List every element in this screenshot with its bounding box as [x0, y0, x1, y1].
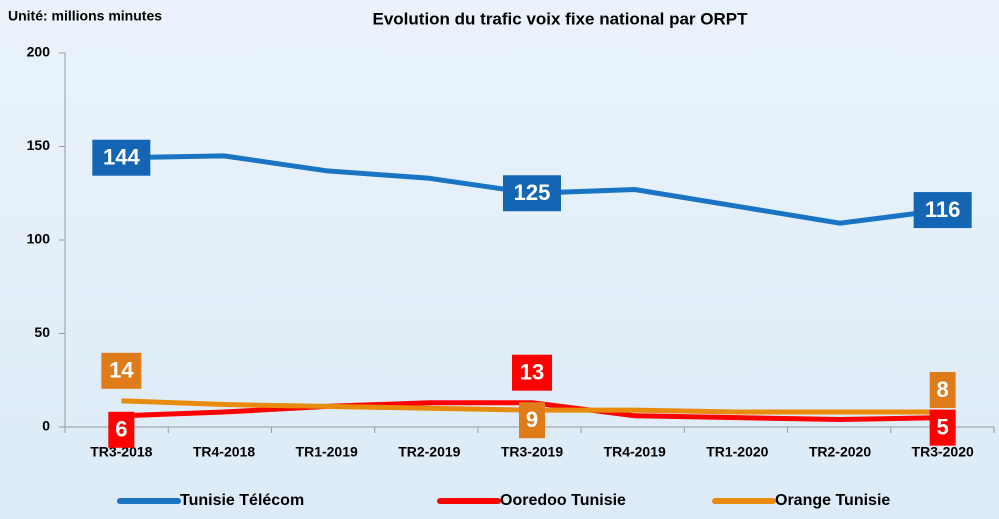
data-label-box: [503, 175, 561, 212]
x-tick-label: TR4-2019: [604, 444, 666, 460]
x-tick-label: TR1-2020: [706, 444, 768, 460]
data-label-box: [929, 409, 956, 446]
data-label: 6: [115, 417, 127, 442]
data-label-box: [929, 372, 956, 409]
y-tick-label: 100: [27, 231, 51, 247]
data-label: 14: [109, 358, 134, 383]
x-tick-label: TR3-2018: [90, 444, 152, 460]
legend-label: Orange Tunisie: [775, 492, 890, 509]
data-label: 116: [925, 197, 961, 222]
data-label-box: [101, 352, 142, 389]
x-tick-label: TR1-2019: [296, 444, 358, 460]
data-label: 13: [520, 360, 544, 385]
data-label: 144: [103, 145, 140, 170]
data-label: 125: [514, 180, 551, 205]
data-label-box: [108, 411, 135, 448]
y-tick-label: 200: [27, 44, 51, 60]
data-label-box: [512, 354, 552, 391]
legend-label: Ooredoo Tunisie: [500, 492, 626, 509]
data-label-box: [519, 402, 545, 439]
data-label: 9: [526, 407, 538, 432]
x-tick-label: TR4-2018: [193, 444, 255, 460]
data-label: 8: [937, 377, 949, 402]
data-label-box: [913, 192, 972, 229]
legend-label: Tunisie Télécom: [180, 492, 304, 509]
data-label-box: [92, 139, 151, 176]
x-tick-label: TR3-2019: [501, 444, 563, 460]
chart-title: Evolution du trafic voix fixe national p…: [373, 9, 749, 28]
data-label: 5: [937, 414, 949, 439]
x-tick-label: TR2-2020: [809, 444, 871, 460]
x-tick-label: TR2-2019: [398, 444, 460, 460]
y-tick-label: 0: [42, 418, 50, 434]
y-tick-label: 150: [27, 137, 51, 153]
x-tick-label: TR3-2020: [912, 444, 974, 460]
unit-label: Unité: millions minutes: [8, 8, 162, 24]
y-tick-label: 50: [34, 324, 50, 340]
